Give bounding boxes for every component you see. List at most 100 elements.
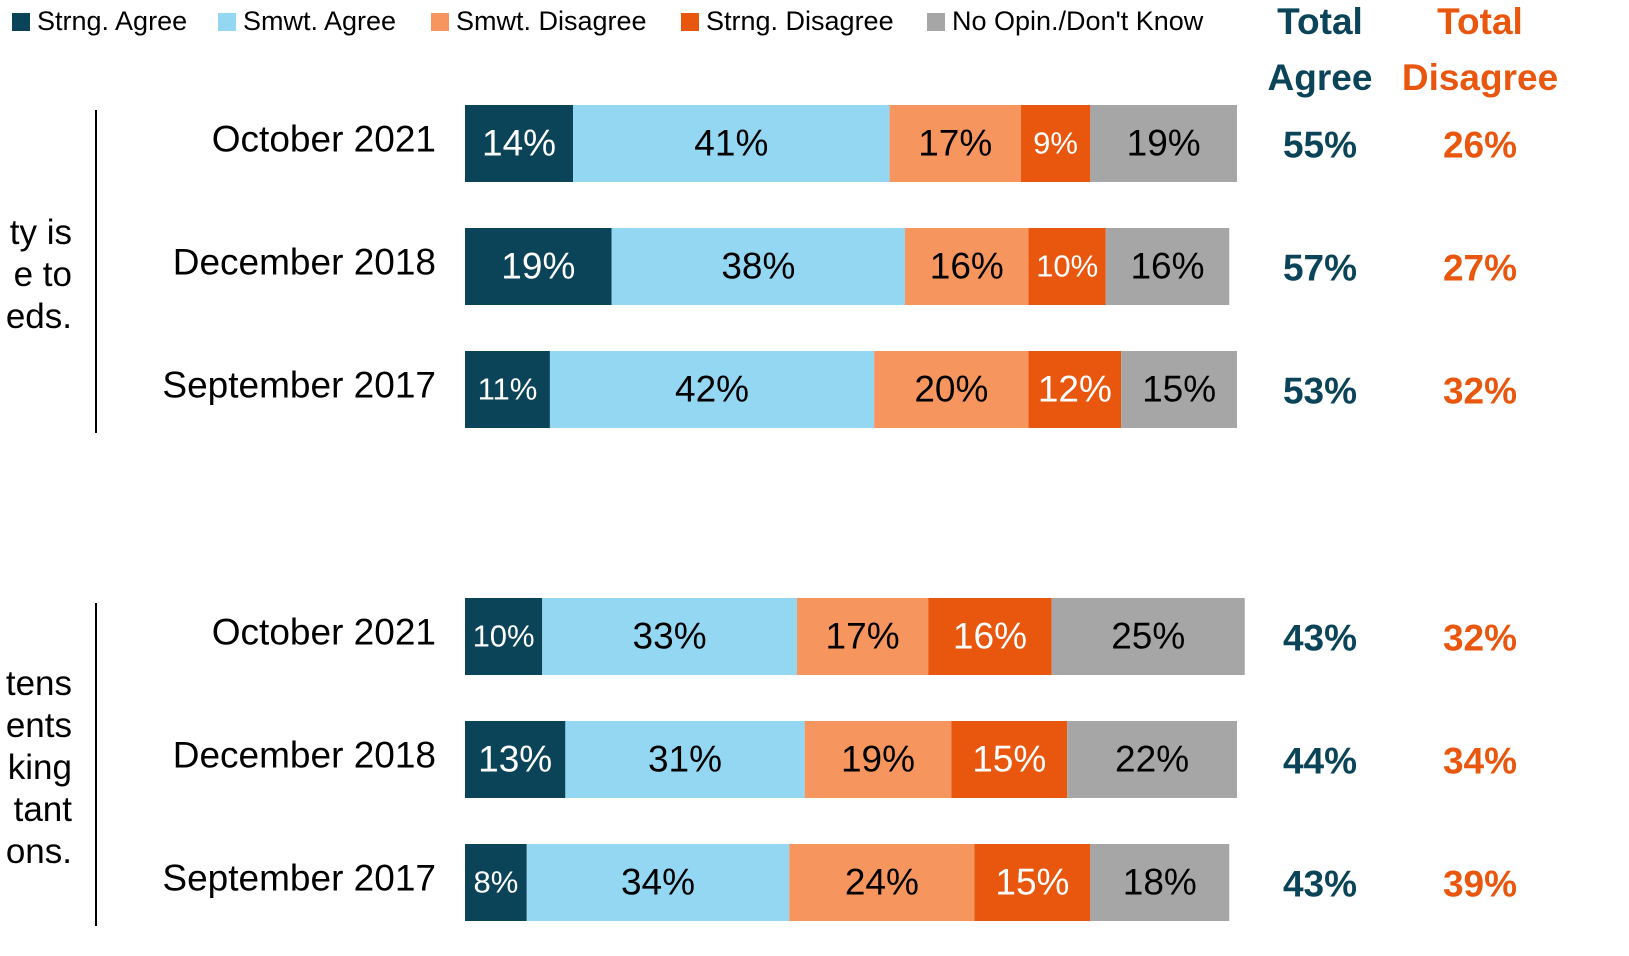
value-label: 8% [473,865,518,900]
bar-segment [465,228,612,305]
bar-segment [1105,228,1230,305]
category-label: September 2017 [162,857,436,898]
value-label: 10% [1036,249,1098,284]
legend-swatch [431,13,449,31]
bar-segment [611,228,906,305]
group-label: ty is [10,213,72,252]
bar-segment [874,351,1029,428]
category-label: December 2018 [173,241,436,282]
bar-segment [565,721,805,798]
bar-segment [1121,351,1237,428]
category-label: September 2017 [162,364,436,405]
legend-label: No Opin./Don't Know [952,6,1204,36]
bar-segment [549,351,875,428]
total-disagree-header: Disagree [1402,57,1558,98]
bar-segment [974,844,1091,921]
category-label: October 2021 [212,611,436,652]
group-label: tens [6,664,72,703]
total-agree: 57% [1283,247,1357,288]
total-agree: 44% [1283,740,1357,781]
bar-segment [1090,105,1237,182]
value-label: 22% [1115,738,1189,779]
total-disagree-header: Total [1437,1,1523,42]
legend-label: Smwt. Disagree [456,6,647,36]
total-agree: 43% [1283,863,1357,904]
value-label: 41% [694,122,768,163]
total-disagree: 32% [1443,370,1517,411]
legend-swatch [218,13,236,31]
value-label: 19% [841,738,915,779]
value-label: 34% [621,861,695,902]
bar-segment [951,721,1068,798]
bar-segment [889,105,1021,182]
legend-label: Strng. Agree [37,6,187,36]
value-label: 17% [826,615,900,656]
bar-segment [465,351,550,428]
legend-swatch [12,13,30,31]
bar-segment [1090,844,1230,921]
value-label: 9% [1033,126,1078,161]
value-label: 15% [972,738,1046,779]
value-label: 16% [1130,245,1204,286]
total-agree: 55% [1283,124,1357,165]
bar-segment [1028,351,1122,428]
value-label: 18% [1123,861,1197,902]
total-disagree: 27% [1443,247,1517,288]
value-label: 38% [721,245,795,286]
value-label: 24% [845,861,919,902]
total-agree: 53% [1283,370,1357,411]
total-disagree: 32% [1443,617,1517,658]
legend-swatch [681,13,699,31]
bar-segment [1028,228,1106,305]
value-label: 10% [473,619,535,654]
bar-segment [804,721,952,798]
value-label: 14% [482,122,556,163]
value-label: 16% [953,615,1027,656]
total-agree: 43% [1283,617,1357,658]
value-label: 12% [1038,368,1112,409]
bar-segment [573,105,890,182]
category-label: December 2018 [173,734,436,775]
legend-swatch [927,13,945,31]
bar-segment [1051,598,1245,675]
bar-segment [905,228,1029,305]
value-label: 11% [478,372,538,407]
bar-segment [526,844,790,921]
bar-segment [1067,721,1237,798]
bar-segment [789,844,975,921]
group-label: eds. [6,297,72,336]
bar-segment [465,721,566,798]
bar-segment [465,598,543,675]
value-label: 16% [930,245,1004,286]
value-label: 20% [914,368,988,409]
value-label: 17% [918,122,992,163]
value-label: 15% [995,861,1069,902]
value-label: 33% [633,615,707,656]
value-label: 19% [501,245,575,286]
total-disagree: 39% [1443,863,1517,904]
value-label: 31% [648,738,722,779]
group-label: tant [14,790,73,829]
total-agree-header: Agree [1268,57,1373,98]
value-label: 13% [478,738,552,779]
bar-segment [1020,105,1091,182]
category-label: October 2021 [212,118,436,159]
value-label: 15% [1142,368,1216,409]
bar-segment [542,598,797,675]
value-label: 19% [1127,122,1201,163]
legend-label: Strng. Disagree [706,6,894,36]
value-label: 42% [675,368,749,409]
total-disagree: 26% [1443,124,1517,165]
value-label: 25% [1111,615,1185,656]
bar-segment [465,844,527,921]
bar-segment [928,598,1052,675]
group-label: king [8,748,72,787]
bar-segment [465,105,574,182]
total-disagree: 34% [1443,740,1517,781]
group-label: ons. [6,832,72,871]
group-label: ents [6,706,72,745]
bar-segment [796,598,929,675]
total-agree-header: Total [1277,1,1363,42]
legend-label: Smwt. Agree [243,6,396,36]
